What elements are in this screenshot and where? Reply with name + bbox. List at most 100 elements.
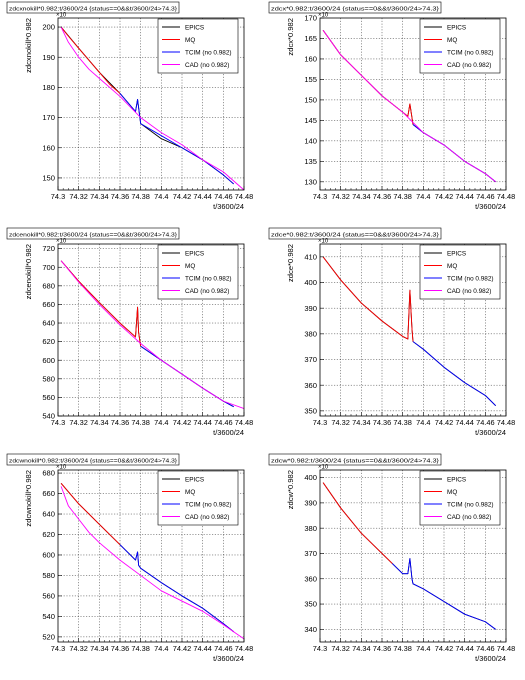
x-tick-label: 74.38 [131,644,150,653]
x-tick-label: 74.34 [90,644,109,653]
legend-entry: CAD (no 0.982) [185,288,229,295]
x-tick-label: 74.3 [313,192,327,201]
y-tick-label: 560 [42,592,55,601]
y-tick-label: 370 [304,549,317,558]
x-tick-label: 74.32 [331,418,350,427]
y-tick-label: 540 [42,412,55,421]
y-tick-label: 200 [42,23,55,32]
chart-title: zdcwnokill*0.982:t/3600/24 {status==0&&t… [9,459,177,465]
series-line [392,558,496,630]
x-tick-label: 74.34 [352,192,371,201]
legend-entry: TCIM (no 0.982) [447,501,494,508]
x-tick-label: 74.34 [352,418,371,427]
x-tick-label: 74.46 [214,192,233,201]
chart-svg: zdcxnokill*0.982:t/3600/24 {status==0&&t… [6,1,254,211]
x-tick-label: 74.32 [69,418,88,427]
x-tick-label: 74.42 [435,644,454,653]
x-tick-label: 74.44 [193,418,212,427]
y-axis-exponent: ×10 [56,465,67,471]
x-tick-label: 74.4 [154,192,168,201]
x-tick-label: 74.38 [393,418,412,427]
x-tick-label: 74.38 [131,418,150,427]
y-tick-label: 140 [304,136,317,145]
x-tick-label: 74.46 [214,418,233,427]
y-tick-label: 390 [304,498,317,507]
chart-title: zdcxnokill*0.982:t/3600/24 {status==0&&t… [9,7,177,13]
y-tick-label: 380 [304,329,317,338]
x-tick-label: 74.34 [352,644,371,653]
y-tick-label: 660 [42,300,55,309]
y-tick-label: 170 [304,14,317,23]
legend-entry: TCIM (no 0.982) [447,49,494,56]
y-tick-label: 680 [42,469,55,478]
x-tick-label: 74.44 [455,418,474,427]
legend-box [419,244,501,300]
x-tick-label: 74.32 [69,192,88,201]
chart-panel-6: zdcw*0.982:t/3600/24 {status==0&&t/3600/… [262,452,524,678]
x-axis-label: t/3600/24 [475,202,506,211]
x-tick-label: 74.48 [235,192,254,201]
chart-title-box [6,453,180,466]
legend-entry: EPICS [447,476,466,483]
chart-svg: zdce*0.982:t/3600/24 {status==0&&t/3600/… [268,227,515,437]
y-axis-exponent: ×10 [318,465,329,471]
x-tick-label: 74.32 [331,644,350,653]
legend-entry: EPICS [447,24,466,31]
series-line [60,26,121,94]
y-tick-label: 700 [42,263,55,272]
legend-entry: MQ [185,263,195,270]
y-tick-label: 640 [42,319,55,328]
y-tick-label: 155 [304,75,317,84]
y-tick-label: 380 [304,524,317,533]
legend-entry: CAD (no 0.982) [185,62,229,69]
legend-entry: TCIM (no 0.982) [185,501,232,508]
legend-entry: CAD (no 0.982) [447,514,491,521]
chart-panel-4: zdce*0.982:t/3600/24 {status==0&&t/3600/… [262,226,524,452]
chart-panel-3: zdcenokill*0.982:t/3600/24 {status==0&&t… [0,226,262,452]
x-tick-label: 74.42 [173,192,192,201]
chart-title-box [268,453,442,466]
chart-svg: zdcwnokill*0.982:t/3600/24 {status==0&&t… [6,453,253,663]
chart-title: zdce*0.982:t/3600/24 {status==0&&t/3600/… [271,233,439,239]
series-line [60,26,245,191]
y-axis-exponent: ×10 [318,13,329,19]
series-line [119,544,234,633]
legend-entry: TCIM (no 0.982) [447,275,494,282]
series-line [322,256,414,342]
x-tick-label: 74.36 [373,418,392,427]
y-tick-label: 720 [42,244,55,253]
y-tick-label: 135 [304,157,317,166]
x-tick-label: 74.32 [331,192,350,201]
y-tick-label: 340 [304,625,317,634]
chart-title-box [268,1,442,14]
x-tick-label: 74.44 [193,192,212,201]
chart-title-box [268,227,442,240]
legend-entry: MQ [447,489,457,496]
chart-title: zdcenokill*0.982:t/3600/24 {status==0&&t… [9,233,177,239]
legend-box [419,470,501,526]
y-tick-label: 370 [304,355,317,364]
y-axis-exponent: ×10 [318,239,329,245]
series-line [322,30,496,183]
x-tick-label: 74.38 [393,644,412,653]
y-tick-label: 190 [42,53,55,62]
y-tick-label: 400 [304,473,317,482]
x-tick-label: 74.32 [69,644,88,653]
legend-entry: MQ [185,37,195,44]
x-tick-label: 74.38 [393,192,412,201]
x-tick-label: 74.36 [111,192,130,201]
y-axis-exponent: ×10 [56,13,67,19]
chart-panel-5: zdcwnokill*0.982:t/3600/24 {status==0&&t… [0,452,262,678]
x-tick-label: 74.36 [111,418,130,427]
y-tick-label: 540 [42,612,55,621]
x-tick-label: 74.44 [455,192,474,201]
x-tick-label: 74.34 [90,192,109,201]
x-tick-label: 74.48 [497,192,516,201]
x-axis-label: t/3600/24 [213,654,244,663]
chart-title-box [6,227,180,240]
series-line [322,482,393,564]
y-tick-label: 160 [42,143,55,152]
y-tick-label: 620 [42,337,55,346]
y-tick-label: 660 [42,489,55,498]
legend-entry: CAD (no 0.982) [185,514,229,521]
